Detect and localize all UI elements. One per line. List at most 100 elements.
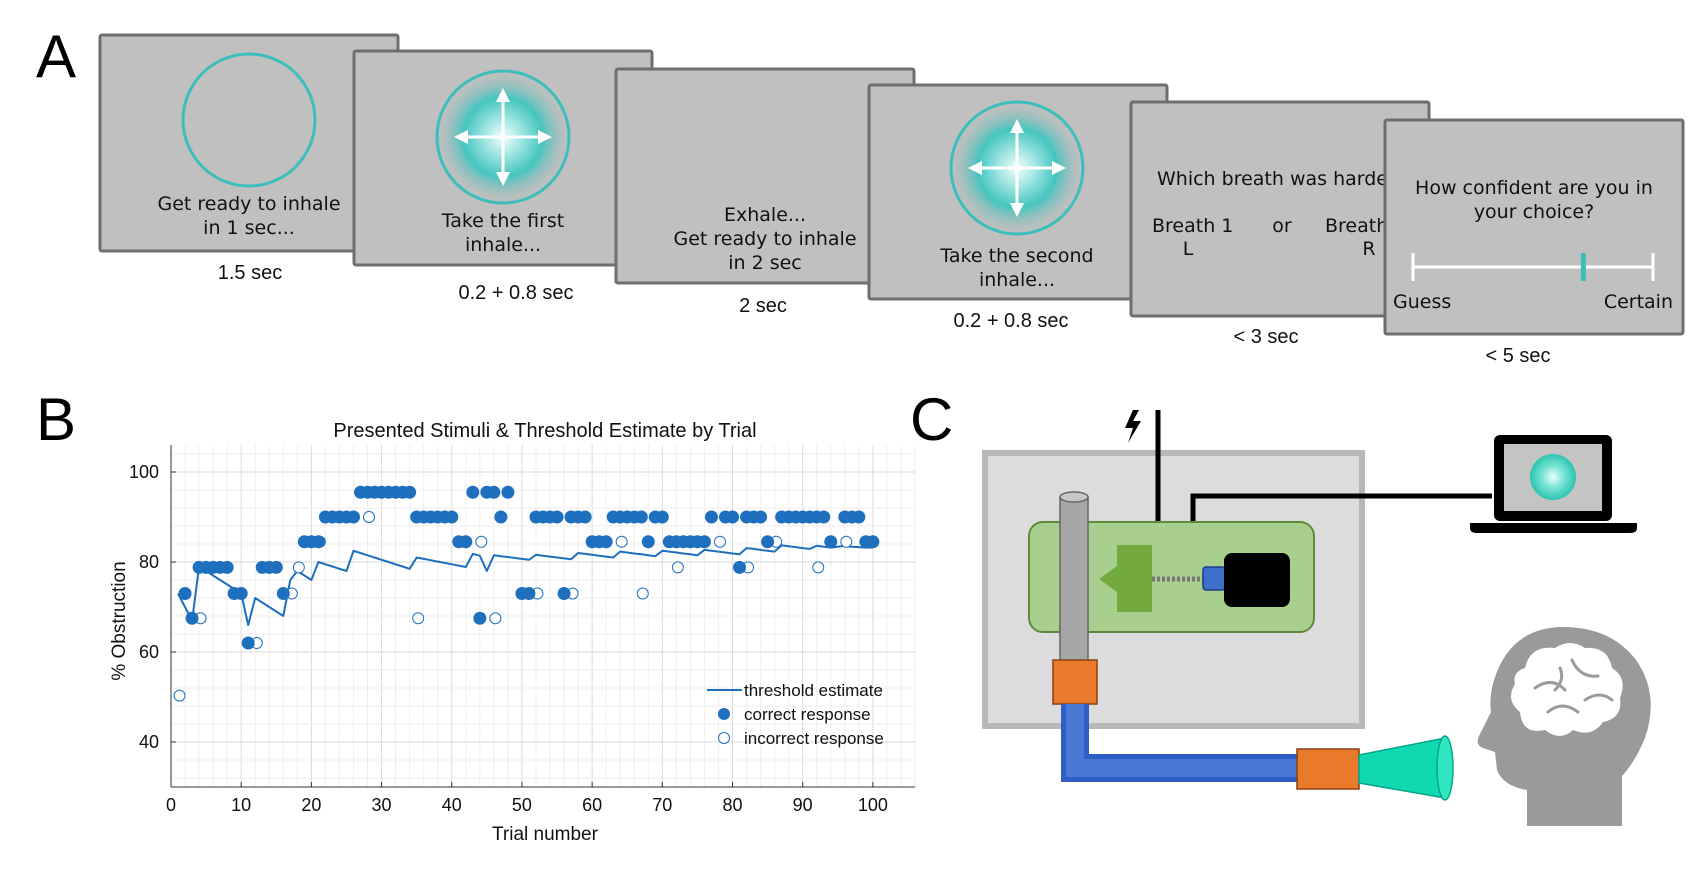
correct-response-point [522,587,536,600]
x-tick-label: 90 [793,795,813,815]
data-cable [1190,493,1492,522]
correct-response-point [557,587,571,600]
incorrect-response-series [173,511,853,702]
x-tick-label: 60 [582,795,602,815]
screen-confidence: How confident are you in your choice? Gu… [1383,118,1685,336]
incorrect-response-point [173,689,186,702]
y-tick-label: 80 [139,552,159,572]
x-tick-label: 40 [442,795,462,815]
correct-response-point [466,485,480,499]
x-tick-label: 70 [652,795,672,815]
scale-right-anchor: Certain [1604,291,1673,313]
correct-response-point [761,535,775,549]
screen-second-inhale: Take the second inhale... [867,83,1169,301]
correct-response-point [726,510,740,524]
correct-response-point [817,510,831,524]
expand-arrows-icon [968,119,1066,217]
tube-connector [1052,659,1098,705]
incorrect-response-point [489,612,502,625]
x-ticks: 0 10 20 30 40 50 60 70 80 90 100 [166,782,888,815]
choice-option-1: Breath 1 [1152,215,1233,237]
screen-line: inhale... [465,234,541,256]
incorrect-response-point [475,535,488,548]
correct-response-point [852,510,866,524]
panel-label-b: B [36,386,76,453]
correct-response-point [220,560,234,574]
y-ticks: 40 60 80 100 [129,462,176,752]
correct-response-point [641,535,655,549]
laptop-icon [1470,435,1637,533]
correct-response-point [634,510,648,524]
screen-line: in 2 sec [728,252,802,274]
scale-left-anchor: Guess [1393,291,1451,313]
correct-response-point [276,587,290,600]
y-tick-label: 40 [139,732,159,752]
y-tick-label: 100 [129,462,159,482]
correct-response-point [578,510,592,524]
chart-grid [170,445,916,787]
confidence-question: your choice? [1474,201,1594,223]
correct-response-point [550,510,564,524]
correct-response-point [824,535,838,549]
screen-line: Get ready to inhale [157,193,340,215]
x-tick-label: 10 [231,795,251,815]
screen-line: inhale... [979,269,1055,291]
correct-response-point [459,535,473,549]
x-tick-label: 50 [512,795,532,815]
duration-label: 2 sec [739,295,787,317]
duration-label: 0.2 + 0.8 sec [458,282,573,304]
screen-line: in 1 sec... [203,217,295,239]
chart-axes [170,445,915,788]
incorrect-response-point [363,511,376,523]
duration-label: 1.5 sec [218,262,282,284]
correct-response-point [403,485,417,499]
screen-line: Get ready to inhale [673,228,856,250]
correct-response-point [487,485,501,499]
incorrect-response-point [713,535,726,548]
choice-option-1-key: L [1183,238,1194,260]
panel-label-a: A [36,23,76,90]
correct-response-point [704,510,718,524]
x-axis-label: Trial number [492,824,599,845]
head-brain-icon [1477,626,1651,826]
correct-response-point [234,587,248,600]
correct-response-point [733,560,747,574]
legend-label: correct response [744,705,871,724]
incorrect-response-point [412,612,425,625]
coupler [1202,566,1226,591]
correct-response-point [501,485,515,499]
duration-label: < 3 sec [1233,326,1298,348]
correct-response-series [178,485,880,650]
choice-question: Which breath was harde [1157,168,1388,190]
expand-arrows-icon [454,88,552,186]
screen-line: Exhale... [724,204,806,226]
incorrect-response-point [615,535,628,548]
threshold-chart: Presented Stimuli & Threshold Estimate b… [109,420,916,845]
threshold-estimate-series [177,544,873,626]
screen-line: Take the first [441,210,565,232]
mouthpiece [1358,737,1446,799]
incorrect-response-point [671,561,684,574]
correct-response-point [269,560,283,574]
valve-block [1099,545,1152,612]
x-tick-label: 0 [166,795,176,815]
breath-circle-icon [181,52,317,188]
panel-label-c: C [910,386,953,453]
legend-label: threshold estimate [744,681,883,700]
confidence-question: How confident are you in [1415,177,1653,199]
correct-response-point [697,535,711,549]
tube-connector [1296,748,1360,790]
legend-filled-dot [718,708,730,720]
incorrect-response-point [292,561,305,574]
x-tick-label: 30 [372,795,392,815]
correct-response-point [473,611,487,625]
correct-response-point [445,510,459,524]
screen-line: Take the second [939,245,1093,267]
x-tick-label: 100 [858,795,888,815]
apparatus-diagram [982,410,1651,826]
y-tick-label: 60 [139,642,159,662]
air-tube [1059,496,1089,663]
correct-response-point [599,535,613,549]
incorrect-response-point [840,535,853,548]
